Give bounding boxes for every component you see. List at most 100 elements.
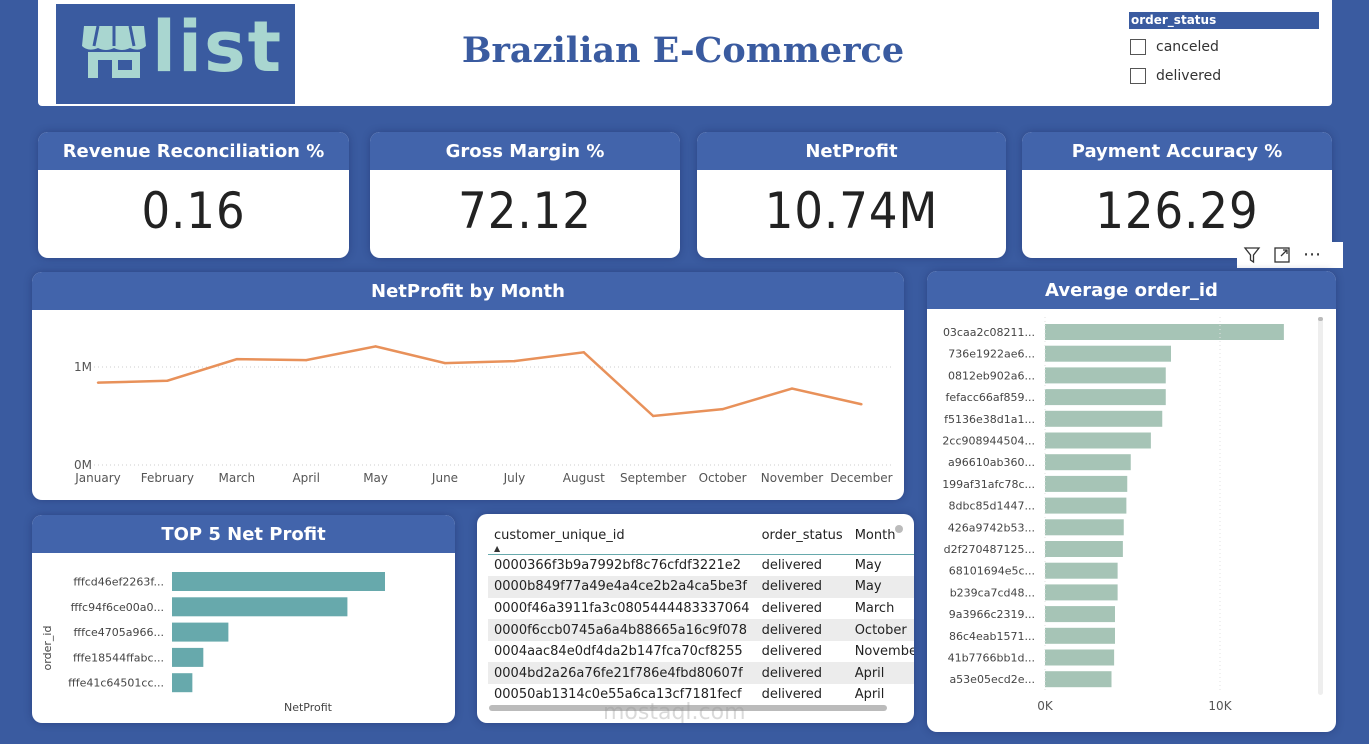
horizontal-scrollbar[interactable] bbox=[489, 705, 887, 711]
x-tick-label: September bbox=[620, 471, 686, 485]
visual-toolbar: ⋯ bbox=[1237, 242, 1343, 268]
data-point bbox=[443, 361, 447, 365]
cell-order-status: delivered bbox=[755, 619, 849, 641]
logo: list bbox=[56, 4, 295, 104]
slicer-option-delivered[interactable]: delivered bbox=[1130, 68, 1221, 84]
category-label: 86c4eab1571... bbox=[949, 630, 1035, 643]
cell-month: May bbox=[848, 576, 914, 598]
cell-order-status: delivered bbox=[755, 576, 849, 598]
average-order-bar-chart: 03caa2c08211... 736e1922ae6... 0812eb902a6… bbox=[942, 317, 1284, 713]
kpi-card-netprofit[interactable]: NetProfit 10.74M bbox=[697, 132, 1006, 258]
kpi-value: 10.74M bbox=[764, 182, 939, 240]
kpi-label: NetProfit bbox=[697, 132, 1006, 170]
vertical-scrollbar[interactable] bbox=[895, 525, 903, 533]
column-header-customer-unique-id[interactable]: customer_unique_id ▲ bbox=[488, 522, 756, 555]
category-label: 68101694e5c... bbox=[949, 565, 1035, 578]
data-point bbox=[860, 403, 863, 406]
order-status-slicer: order_status canceled delivered bbox=[1129, 12, 1319, 94]
slicer-option-canceled[interactable]: canceled bbox=[1130, 39, 1219, 55]
category-label: 426a9742b53... bbox=[948, 521, 1035, 534]
checkbox[interactable] bbox=[1130, 68, 1146, 84]
column-header-month[interactable]: Month bbox=[848, 522, 914, 555]
cell-customer-id: 0000f46a3911fa3c0805444483337064 bbox=[494, 600, 750, 616]
kpi-card-revenue-reconciliation[interactable]: Revenue Reconciliation % 0.16 bbox=[38, 132, 349, 258]
netprofit-by-month-card[interactable]: NetProfit by Month 0M 1M January February Ma… bbox=[32, 272, 904, 500]
table-row[interactable]: 0004bd2a26a76fe21f786e4fbd80607f deliver… bbox=[488, 662, 914, 685]
filter-icon[interactable] bbox=[1243, 246, 1261, 264]
chart-title: NetProfit by Month bbox=[32, 272, 904, 310]
average-order-id-card[interactable]: Average order_id 03caa2c08211... 736e1922… bbox=[927, 271, 1336, 732]
scrollbar[interactable] bbox=[1318, 317, 1323, 695]
category-label: fffe18544ffabc... bbox=[73, 651, 164, 664]
top5-bar-chart: fffcd46ef2263f... fffc94f6ce00a0... fffce4… bbox=[41, 572, 385, 714]
bar bbox=[172, 673, 193, 693]
category-label: b239ca7cd48... bbox=[950, 586, 1035, 599]
table-row[interactable]: 0000f6ccb0745a6a4b88665a16c9f078 deliver… bbox=[488, 619, 914, 641]
bar bbox=[1045, 497, 1127, 514]
data-point bbox=[582, 351, 585, 354]
kpi-label: Payment Accuracy % bbox=[1022, 132, 1332, 170]
bar bbox=[1045, 410, 1163, 427]
kpi-value: 0.16 bbox=[141, 182, 246, 240]
x-tick-label: December bbox=[830, 471, 892, 485]
cell-month: April bbox=[854, 687, 885, 703]
bar bbox=[1045, 475, 1128, 492]
cell-customer-id: 0000b849f77a49e4a4ce2b2a4ca5be3f bbox=[488, 576, 756, 598]
category-label: fefacc66af859... bbox=[946, 391, 1035, 404]
cell-month: March bbox=[854, 600, 895, 616]
bar bbox=[1045, 671, 1112, 688]
cell-month: November bbox=[854, 644, 914, 660]
top5-net-profit-card[interactable]: TOP 5 Net Profit fffcd46ef2263f... fffc94… bbox=[32, 515, 455, 723]
cell-order-status: delivered bbox=[761, 644, 823, 660]
cell-customer-id: 00050ab1314c0e55a6ca13cf7181fecf bbox=[494, 687, 742, 703]
category-label: fffc94f6ce00a0... bbox=[71, 601, 164, 614]
bar bbox=[1045, 324, 1284, 340]
cell-customer-id: 0004aac84e0df4da2b147fca70cf8255 bbox=[494, 644, 743, 660]
bar bbox=[1045, 519, 1124, 536]
bar bbox=[1045, 541, 1123, 557]
focus-mode-icon[interactable] bbox=[1273, 246, 1291, 264]
bar bbox=[172, 622, 229, 642]
table-row[interactable]: 00050ab1314c0e55a6ca13cf7181fecf deliver… bbox=[488, 684, 914, 706]
data-point bbox=[513, 359, 516, 363]
store-icon bbox=[82, 25, 146, 78]
x-tick-label: 10K bbox=[1208, 699, 1232, 713]
x-tick-label: October bbox=[699, 471, 747, 485]
page-title: Brazilian E-Commerce bbox=[461, 30, 905, 71]
cell-customer-id: 0000366f3b9a7992bf8c76cfdf3221e2 bbox=[494, 557, 742, 573]
bar bbox=[1045, 454, 1131, 471]
x-tick-label: November bbox=[761, 471, 823, 485]
kpi-card-gross-margin[interactable]: Gross Margin % 72.12 bbox=[370, 132, 680, 258]
category-label: 2cc908944504... bbox=[942, 435, 1035, 448]
category-label: 199af31afc78c... bbox=[942, 478, 1035, 491]
data-point bbox=[721, 407, 724, 411]
data-point bbox=[790, 387, 794, 390]
data-point bbox=[652, 414, 655, 418]
data-point bbox=[374, 345, 377, 348]
bar bbox=[172, 572, 385, 591]
category-label: 03caa2c08211... bbox=[943, 326, 1035, 339]
data-point bbox=[305, 358, 308, 362]
x-tick-label: May bbox=[363, 471, 388, 485]
kpi-value: 72.12 bbox=[458, 182, 592, 240]
table-row[interactable]: 0000366f3b9a7992bf8c76cfdf3221e2 deliver… bbox=[488, 554, 914, 576]
category-label: a96610ab360... bbox=[948, 456, 1035, 469]
bar bbox=[1045, 606, 1115, 623]
category-label: 736e1922ae6... bbox=[948, 348, 1035, 361]
checkbox[interactable] bbox=[1130, 39, 1146, 55]
category-label: 8dbc85d1447... bbox=[949, 500, 1035, 513]
category-label: fffcd46ef2263f... bbox=[73, 576, 164, 589]
table-row[interactable]: 0000f46a3911fa3c0805444483337064 deliver… bbox=[488, 598, 914, 620]
column-header-order-status[interactable]: order_status bbox=[755, 522, 849, 555]
kpi-card-payment-accuracy[interactable]: Payment Accuracy % 126.29 bbox=[1022, 132, 1332, 258]
more-options-icon[interactable]: ⋯ bbox=[1303, 244, 1321, 265]
cell-month: October bbox=[848, 619, 914, 641]
category-label: 41b7766bb1d... bbox=[948, 652, 1035, 665]
chart-title: TOP 5 Net Profit bbox=[32, 515, 455, 553]
bar bbox=[1045, 432, 1151, 449]
category-label: fffce4705a966... bbox=[74, 626, 165, 639]
table-row[interactable]: 0004aac84e0df4da2b147fca70cf8255 deliver… bbox=[488, 641, 914, 663]
orders-table-card[interactable]: customer_unique_id ▲ order_status Month … bbox=[477, 514, 914, 723]
table-row[interactable]: 0000b849f77a49e4a4ce2b2a4ca5be3f deliver… bbox=[488, 576, 914, 598]
sort-ascending-icon[interactable]: ▲ bbox=[494, 544, 501, 553]
